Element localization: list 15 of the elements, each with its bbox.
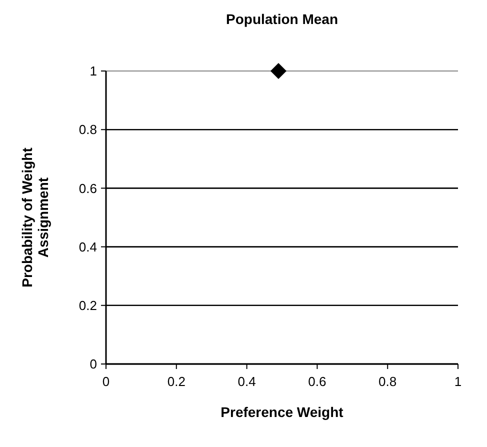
x-tick-label: 0: [102, 374, 110, 389]
y-tick-label: 0: [90, 356, 97, 372]
x-tick-label: 0.4: [238, 374, 256, 389]
y-tick-label: 1: [90, 64, 97, 79]
y-axis-title: Probability of Weight Assignment: [18, 146, 52, 290]
x-tick-label: 0.8: [378, 374, 397, 389]
y-tick-label: 0.6: [78, 180, 97, 196]
x-axis-title: Preference Weight: [220, 404, 344, 420]
y-tick-label: 0.8: [78, 122, 97, 138]
x-tick-label: 1: [454, 374, 462, 389]
x-tick-label: 0.6: [308, 374, 326, 389]
y-tick-label: 0.4: [78, 239, 97, 254]
x-tick-label: 0.2: [167, 374, 186, 389]
y-tick-label: 0.2: [78, 298, 97, 313]
chart-title: Population Mean: [226, 11, 338, 27]
